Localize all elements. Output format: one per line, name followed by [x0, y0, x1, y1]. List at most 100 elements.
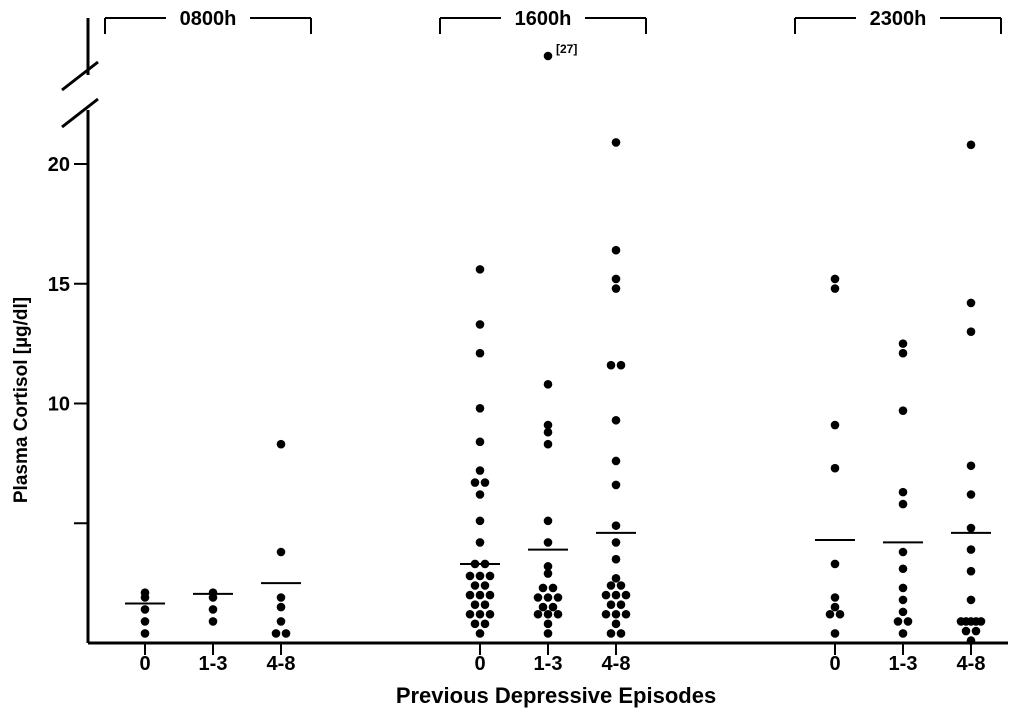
- data-point: [966, 545, 976, 554]
- data-point: [835, 609, 845, 619]
- x-tick-label: 1-3: [889, 653, 918, 675]
- data-point: [543, 569, 553, 578]
- data-point: [208, 593, 218, 602]
- data-point: [276, 547, 286, 557]
- data-point: [621, 609, 631, 619]
- data-point: [543, 629, 553, 638]
- data-point: [830, 274, 840, 284]
- x-tick-label: 4-8: [602, 653, 631, 675]
- data-point: [208, 605, 218, 614]
- data-point: [966, 140, 976, 150]
- data-point: [470, 581, 480, 590]
- data-point: [480, 600, 490, 609]
- time-groups: 0800h 1600h 2300h: [104, 8, 1002, 34]
- data-point: [543, 609, 553, 619]
- data-point: [553, 593, 563, 602]
- data-point: [548, 583, 558, 593]
- data-point: [140, 629, 150, 638]
- data-point: [485, 571, 495, 581]
- data-point: [611, 590, 621, 600]
- data-point: [601, 590, 611, 600]
- data-point: [208, 617, 218, 626]
- data-point: [830, 559, 840, 569]
- data-point: [140, 605, 150, 614]
- data-point: [898, 595, 908, 605]
- data-point: [606, 600, 616, 609]
- data-point: [898, 499, 908, 509]
- data-point: [475, 348, 485, 358]
- data-points: [27]: [125, 42, 991, 645]
- data-point: [966, 327, 976, 336]
- outlier-point: [543, 51, 553, 61]
- data-point: [966, 595, 976, 605]
- data-point: [898, 629, 908, 638]
- y-axis-label: Plasma Cortisol [µg/dl]: [11, 297, 32, 503]
- data-point: [543, 439, 553, 449]
- data-point: [606, 581, 616, 590]
- x-tick-label: 4-8: [267, 653, 296, 675]
- data-point: [475, 629, 485, 638]
- data-point: [616, 360, 626, 370]
- data-point: [616, 600, 626, 609]
- data-point: [276, 593, 286, 602]
- data-point: [611, 245, 621, 255]
- data-point: [485, 609, 495, 619]
- time-group: 1600h: [439, 8, 647, 34]
- data-point: [538, 583, 548, 593]
- data-point: [543, 420, 553, 430]
- data-point: [966, 490, 976, 499]
- time-group: 2300h: [794, 8, 1002, 34]
- data-point: [276, 602, 286, 612]
- data-point: [611, 609, 621, 619]
- data-point: [830, 602, 840, 612]
- x-tick-label: 1-3: [534, 653, 563, 675]
- data-point: [898, 583, 908, 593]
- data-point: [475, 571, 485, 581]
- x-tick-label: 0: [829, 653, 840, 675]
- data-point: [966, 523, 976, 533]
- data-point: [475, 466, 485, 475]
- data-point: [611, 274, 621, 284]
- data-point: [548, 602, 558, 612]
- data-point: [830, 629, 840, 638]
- data-point: [898, 607, 908, 617]
- data-point: [961, 626, 971, 636]
- data-point: [543, 380, 553, 389]
- data-point: [543, 538, 553, 547]
- data-point: [480, 559, 490, 569]
- axes: 20 15 10 0 1-3 4-8 0 1-3 4-8 0 1-3 4-8: [48, 18, 1008, 675]
- data-point: [533, 609, 543, 619]
- x-axis-label: Previous Depressive Episodes: [396, 683, 716, 708]
- data-point: [480, 478, 490, 487]
- data-point: [830, 593, 840, 602]
- data-point: [140, 617, 150, 626]
- data-point: [616, 581, 626, 590]
- data-point: [893, 617, 903, 626]
- data-point: [611, 138, 621, 147]
- data-point: [543, 593, 553, 602]
- x-tick-label: 1-3: [199, 653, 228, 675]
- x-tick-label: 0: [474, 653, 485, 675]
- data-point: [830, 420, 840, 430]
- data-point: [966, 566, 976, 576]
- time-group: 0800h: [104, 8, 312, 34]
- data-point: [465, 609, 475, 619]
- data-point: [140, 593, 150, 602]
- data-point: [538, 602, 548, 612]
- data-point: [465, 571, 475, 581]
- data-point: [830, 284, 840, 293]
- outlier-label: [27]: [556, 42, 577, 56]
- data-point: [475, 590, 485, 600]
- data-point: [465, 590, 475, 600]
- data-point: [611, 619, 621, 629]
- y-tick-label: 20: [48, 154, 70, 176]
- data-point: [611, 480, 621, 490]
- data-point: [470, 619, 480, 629]
- axis-break-mark: [61, 97, 99, 129]
- data-point: [606, 360, 616, 370]
- axis-break-mark: [61, 60, 99, 92]
- data-point: [898, 339, 908, 348]
- data-point: [271, 629, 281, 638]
- data-point: [470, 559, 480, 569]
